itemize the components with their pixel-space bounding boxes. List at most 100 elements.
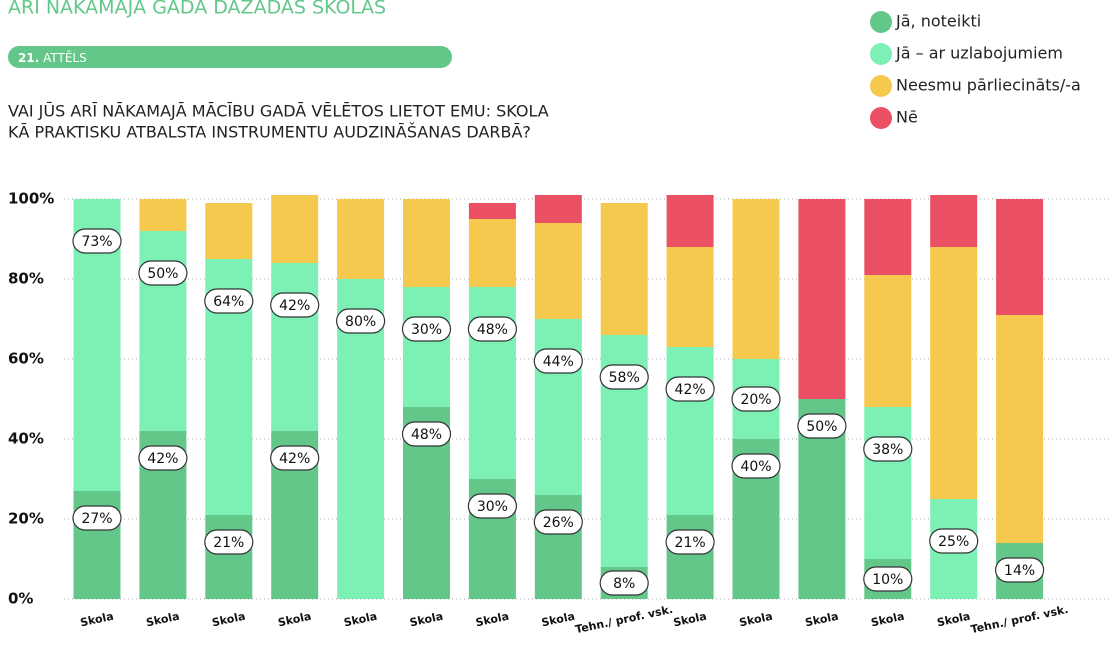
value-label: 40%: [740, 459, 771, 475]
x-tick-label: Tehn./ prof. vsk.: [970, 603, 1070, 636]
y-tick-label: 60%: [8, 350, 44, 368]
value-label-box: [467, 493, 517, 519]
bar-segment: [864, 275, 912, 407]
value-label-box: [72, 228, 122, 254]
legend-label: Nē: [896, 108, 918, 127]
bar-segment: [534, 319, 582, 495]
value-label: 42%: [279, 298, 310, 314]
value-label-box: [994, 557, 1045, 583]
bar-segment: [205, 203, 253, 259]
bar-segment: [666, 515, 714, 599]
value-label-box: [731, 386, 781, 412]
legend-swatch: [870, 107, 892, 129]
figure-text: ATTĒLS: [43, 51, 87, 65]
value-label: 26%: [543, 515, 574, 531]
bar-segment: [996, 315, 1044, 543]
bar-segment: [468, 287, 516, 479]
value-label: 48%: [411, 427, 442, 443]
bar-segment: [666, 347, 714, 515]
bar-segment: [666, 195, 714, 247]
x-tick-label: Skola: [738, 610, 774, 630]
x-tick-label: Skola: [211, 610, 247, 630]
bar-segment: [798, 199, 846, 399]
value-label-box: [599, 570, 649, 596]
x-tick-label: Skola: [343, 610, 379, 630]
value-label-box: [204, 529, 254, 555]
value-label-box: [270, 292, 320, 318]
bar-segment: [864, 407, 912, 559]
bar-segment: [996, 199, 1044, 315]
value-label: 20%: [740, 392, 771, 408]
value-label: 30%: [411, 322, 442, 338]
value-label-box: [533, 348, 583, 374]
y-tick-label: 80%: [8, 270, 44, 288]
value-label: 64%: [213, 294, 244, 310]
value-label: 80%: [345, 314, 376, 330]
value-label: 42%: [279, 451, 310, 467]
value-label: 10%: [872, 572, 903, 588]
value-label: 25%: [938, 534, 969, 550]
subtitle: KĀ PRAKTISKU ATBALSTA INSTRUMENTU AUDZIN…: [8, 123, 531, 142]
value-label-box: [138, 445, 188, 471]
bar-segment: [271, 195, 319, 263]
bar-segment: [403, 287, 450, 407]
y-tick-label: 100%: [8, 190, 54, 208]
bar-segment: [468, 203, 516, 219]
x-tick-label: Skola: [540, 610, 576, 630]
value-label-box: [138, 260, 188, 286]
x-tick-label: Skola: [804, 610, 840, 630]
y-tick-label: 40%: [8, 430, 44, 448]
value-label: 42%: [147, 451, 178, 467]
y-tick-label: 20%: [8, 510, 44, 528]
bar-segment: [534, 223, 582, 319]
x-tick-label: Skola: [870, 610, 906, 630]
value-label-box: [401, 421, 452, 447]
bar-segment: [337, 199, 385, 279]
value-label-box: [863, 436, 913, 462]
value-label: 73%: [81, 234, 112, 250]
x-tick-label: Skola: [474, 610, 510, 630]
value-label-box: [270, 445, 320, 471]
legend-label: Jā – ar uzlabojumiem: [895, 44, 1063, 63]
value-label-box: [863, 566, 913, 592]
x-tick-label: Skola: [277, 610, 313, 630]
legend-swatch: [870, 11, 892, 33]
value-label: 8%: [613, 576, 635, 592]
value-label: 14%: [1004, 563, 1035, 579]
value-label: 21%: [213, 535, 244, 551]
value-label-box: [797, 413, 847, 439]
figure-pill: [8, 46, 452, 68]
legend-swatch: [870, 75, 892, 97]
subtitle: VAI JŪS ARĪ NĀKAMAJĀ MĀCĪBU GADĀ VĒLĒTOS…: [8, 102, 549, 121]
x-tick-label: Skola: [79, 610, 115, 630]
value-label-box: [731, 453, 781, 479]
value-label: 44%: [543, 354, 574, 370]
x-tick-label: Skola: [409, 610, 445, 630]
x-tick-label: Skola: [672, 610, 708, 630]
bar-segment: [205, 515, 253, 599]
value-label-box: [401, 316, 452, 342]
bar-segment: [271, 263, 319, 431]
x-tick-label: Skola: [145, 610, 181, 630]
value-label-box: [204, 288, 254, 314]
value-label-box: [467, 316, 517, 342]
bar-segment: [403, 199, 450, 287]
bar-segment: [864, 199, 912, 275]
figure-label: 21. ATTĒLS: [18, 51, 87, 65]
value-label-box: [599, 364, 649, 390]
bar-segment: [930, 195, 978, 247]
value-label-box: [336, 308, 386, 334]
bar-segment: [534, 195, 582, 223]
value-label-box: [533, 509, 583, 535]
value-label-box: [665, 376, 715, 402]
bar-segment: [139, 199, 187, 231]
value-label: 27%: [81, 511, 112, 527]
value-label: 21%: [675, 535, 706, 551]
x-tick-label: Tehn./ prof. vsk.: [574, 603, 674, 636]
value-label: 50%: [806, 419, 837, 435]
value-label: 48%: [477, 322, 508, 338]
bar-segment: [666, 247, 714, 347]
value-label: 50%: [147, 266, 178, 282]
value-label: 42%: [675, 382, 706, 398]
